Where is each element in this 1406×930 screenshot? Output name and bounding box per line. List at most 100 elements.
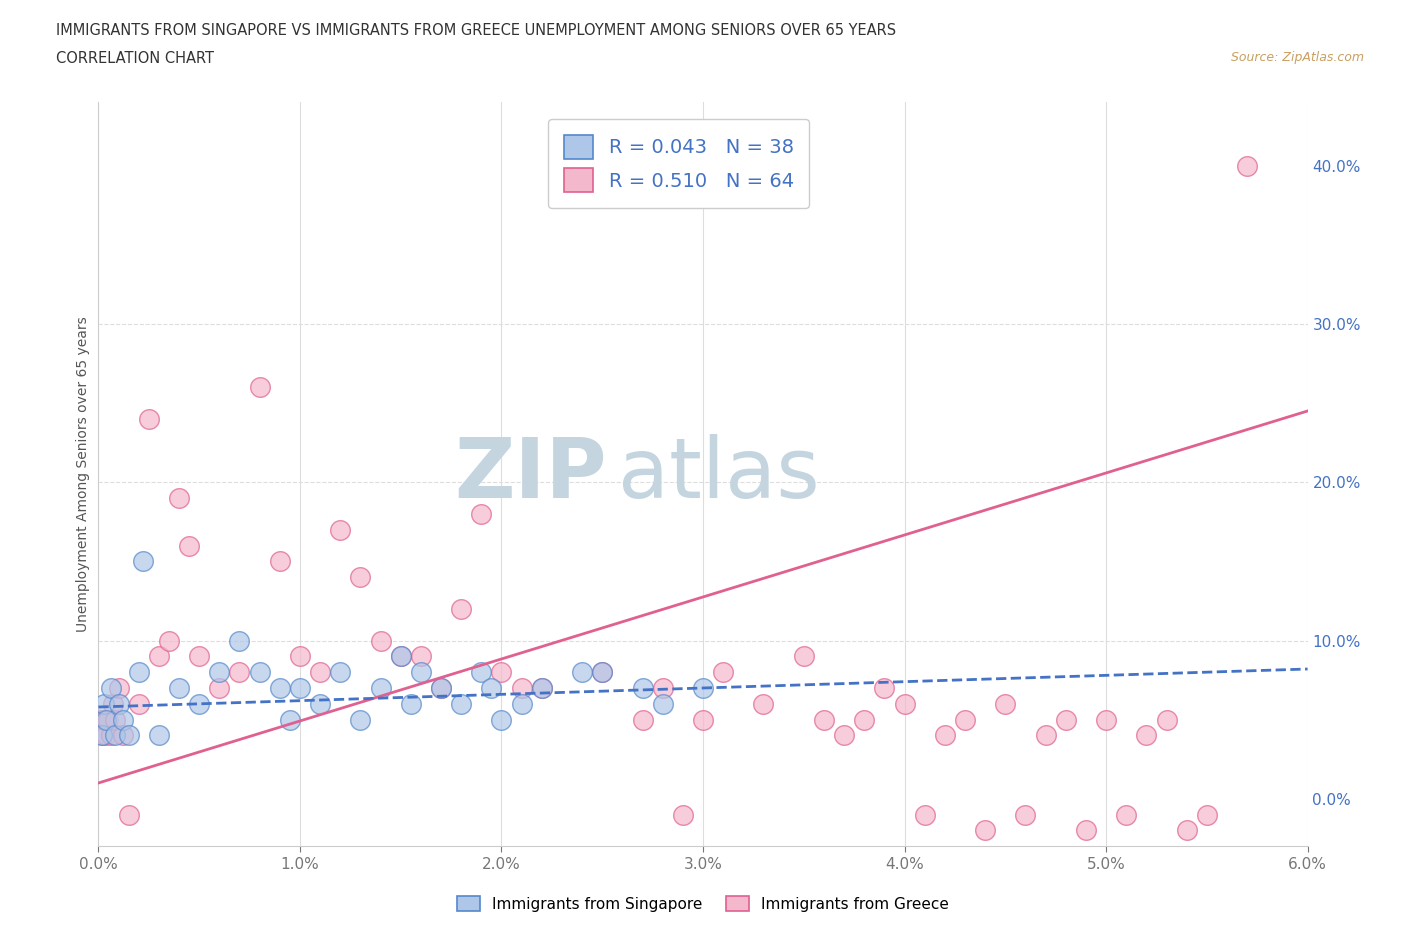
Point bbox=[148, 649, 170, 664]
Point bbox=[167, 681, 190, 696]
Point bbox=[793, 649, 815, 664]
Point bbox=[672, 807, 695, 822]
Point bbox=[370, 633, 392, 648]
Point bbox=[510, 681, 533, 696]
Point bbox=[278, 712, 301, 727]
Point bbox=[470, 507, 492, 522]
Point bbox=[167, 491, 190, 506]
Point bbox=[179, 538, 201, 553]
Point bbox=[1195, 807, 1218, 822]
Text: ZIP: ZIP bbox=[454, 433, 606, 515]
Point bbox=[934, 728, 956, 743]
Point bbox=[491, 665, 513, 680]
Point bbox=[450, 697, 472, 711]
Text: Source: ZipAtlas.com: Source: ZipAtlas.com bbox=[1230, 51, 1364, 64]
Point bbox=[1054, 712, 1077, 727]
Point bbox=[228, 633, 250, 648]
Point bbox=[1035, 728, 1057, 743]
Point bbox=[1074, 823, 1097, 838]
Point bbox=[188, 697, 211, 711]
Point bbox=[530, 681, 553, 696]
Point bbox=[138, 411, 160, 426]
Point bbox=[107, 697, 129, 711]
Point bbox=[111, 728, 134, 743]
Point bbox=[249, 665, 271, 680]
Point bbox=[591, 665, 613, 680]
Point bbox=[103, 712, 125, 727]
Point bbox=[491, 712, 513, 727]
Point bbox=[994, 697, 1017, 711]
Point bbox=[974, 823, 997, 838]
Text: CORRELATION CHART: CORRELATION CHART bbox=[56, 51, 214, 66]
Point bbox=[128, 665, 150, 680]
Point bbox=[893, 697, 915, 711]
Point bbox=[118, 728, 141, 743]
Point bbox=[101, 697, 124, 711]
Point bbox=[651, 697, 673, 711]
Point bbox=[813, 712, 835, 727]
Point bbox=[571, 665, 593, 680]
Point bbox=[914, 807, 936, 822]
Point bbox=[96, 712, 118, 727]
Point bbox=[349, 570, 371, 585]
Point bbox=[651, 681, 673, 696]
Point bbox=[1175, 823, 1198, 838]
Point bbox=[309, 697, 332, 711]
Point bbox=[89, 712, 111, 727]
Point bbox=[128, 697, 150, 711]
Point bbox=[389, 649, 412, 664]
Point bbox=[228, 665, 250, 680]
Point bbox=[389, 649, 412, 664]
Point bbox=[953, 712, 976, 727]
Point bbox=[631, 681, 654, 696]
Y-axis label: Unemployment Among Seniors over 65 years: Unemployment Among Seniors over 65 years bbox=[76, 316, 90, 632]
Point bbox=[409, 649, 432, 664]
Point bbox=[591, 665, 613, 680]
Point bbox=[93, 712, 115, 727]
Point bbox=[96, 728, 118, 743]
Point bbox=[107, 681, 129, 696]
Point bbox=[873, 681, 896, 696]
Point bbox=[853, 712, 876, 727]
Point bbox=[100, 728, 122, 743]
Point bbox=[399, 697, 422, 711]
Point bbox=[1115, 807, 1137, 822]
Legend: R = 0.043   N = 38, R = 0.510   N = 64: R = 0.043 N = 38, R = 0.510 N = 64 bbox=[548, 119, 810, 207]
Point bbox=[349, 712, 371, 727]
Point bbox=[1095, 712, 1118, 727]
Point bbox=[157, 633, 180, 648]
Point bbox=[188, 649, 211, 664]
Point bbox=[711, 665, 734, 680]
Point bbox=[103, 728, 125, 743]
Point bbox=[470, 665, 492, 680]
Point bbox=[510, 697, 533, 711]
Point bbox=[148, 728, 170, 743]
Point bbox=[91, 728, 114, 743]
Point bbox=[450, 602, 472, 617]
Point bbox=[1135, 728, 1157, 743]
Point bbox=[329, 665, 352, 680]
Point bbox=[208, 665, 231, 680]
Point bbox=[269, 554, 291, 569]
Point bbox=[530, 681, 553, 696]
Point bbox=[208, 681, 231, 696]
Point bbox=[249, 379, 271, 394]
Point bbox=[692, 712, 714, 727]
Text: IMMIGRANTS FROM SINGAPORE VS IMMIGRANTS FROM GREECE UNEMPLOYMENT AMONG SENIORS O: IMMIGRANTS FROM SINGAPORE VS IMMIGRANTS … bbox=[56, 23, 897, 38]
Point bbox=[1156, 712, 1178, 727]
Point bbox=[1236, 158, 1258, 173]
Point bbox=[132, 554, 155, 569]
Point bbox=[288, 681, 311, 696]
Point bbox=[288, 649, 311, 664]
Legend: Immigrants from Singapore, Immigrants from Greece: Immigrants from Singapore, Immigrants fr… bbox=[451, 889, 955, 918]
Point bbox=[309, 665, 332, 680]
Point bbox=[430, 681, 453, 696]
Point bbox=[409, 665, 432, 680]
Point bbox=[118, 807, 141, 822]
Point bbox=[832, 728, 855, 743]
Point bbox=[370, 681, 392, 696]
Point bbox=[692, 681, 714, 696]
Point bbox=[91, 728, 114, 743]
Point bbox=[752, 697, 775, 711]
Point bbox=[93, 697, 115, 711]
